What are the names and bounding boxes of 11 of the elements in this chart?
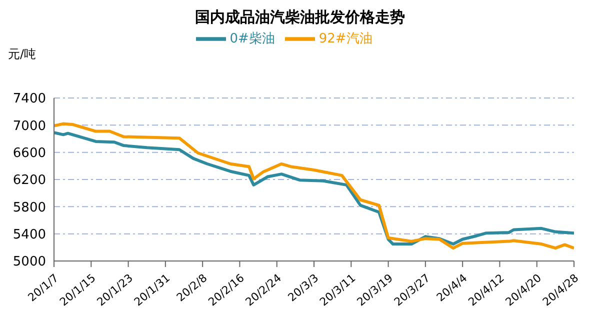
y-tick-label: 7400 — [12, 92, 46, 107]
legend-label: 92#汽油 — [318, 32, 372, 47]
y-tick-label: 5000 — [12, 254, 46, 270]
y-tick-label: 5800 — [12, 200, 46, 216]
y-tick-label: 5400 — [12, 227, 46, 242]
y-axis-title: 元/吨 — [8, 46, 36, 63]
y-tick-label: 7000 — [12, 118, 46, 134]
legend-label: 0#柴油 — [230, 32, 275, 47]
y-tick-label: 6600 — [12, 146, 46, 161]
chart-title: 国内成品油汽柴油批发价格走势 — [194, 8, 406, 27]
y-tick-label: 6200 — [12, 173, 46, 188]
